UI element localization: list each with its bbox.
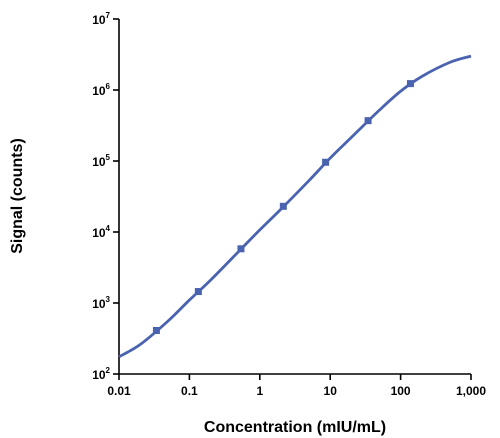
data-point [237, 245, 245, 253]
x-tick-label: 1 [256, 384, 263, 398]
x-ticks: 0.01 0.1 1 10 100 1,000 [107, 374, 486, 398]
x-tick-label: 0.01 [107, 384, 131, 398]
y-tick-label: 102 [92, 366, 110, 382]
y-tick-base: 10 [92, 368, 106, 382]
y-tick-exponent: 6 [106, 82, 111, 91]
y-tick-label: 106 [92, 82, 110, 98]
y-tick-exponent: 2 [106, 366, 111, 375]
x-axis-title: Concentration (mIU/mL) [204, 419, 386, 436]
y-tick-exponent: 5 [106, 153, 111, 162]
x-tick-label: 10 [324, 384, 338, 398]
y-tick-label: 104 [92, 224, 110, 240]
x-tick-label: 0.1 [181, 384, 198, 398]
y-tick-label: 105 [92, 153, 110, 169]
y-tick-exponent: 4 [106, 224, 111, 233]
data-point [152, 326, 160, 334]
y-tick-exponent: 3 [106, 295, 111, 304]
data-point [279, 202, 287, 210]
data-points [152, 80, 414, 334]
y-tick-label: 107 [92, 11, 110, 27]
fit-curve [118, 54, 472, 358]
y-axis-title: Signal (counts) [9, 138, 26, 254]
y-tick-base: 10 [92, 155, 106, 169]
data-point [194, 288, 202, 296]
y-tick-base: 10 [92, 226, 106, 240]
data-point [322, 158, 330, 166]
y-tick-base: 10 [92, 84, 106, 98]
x-tick-label: 100 [391, 384, 411, 398]
data-point [406, 80, 414, 88]
data-point [364, 117, 372, 125]
y-tick-label: 103 [92, 295, 110, 311]
y-tick-base: 10 [92, 297, 106, 311]
y-tick-exponent: 7 [106, 11, 111, 20]
x-tick-label: 1,000 [456, 384, 486, 398]
y-tick-base: 10 [92, 13, 106, 27]
